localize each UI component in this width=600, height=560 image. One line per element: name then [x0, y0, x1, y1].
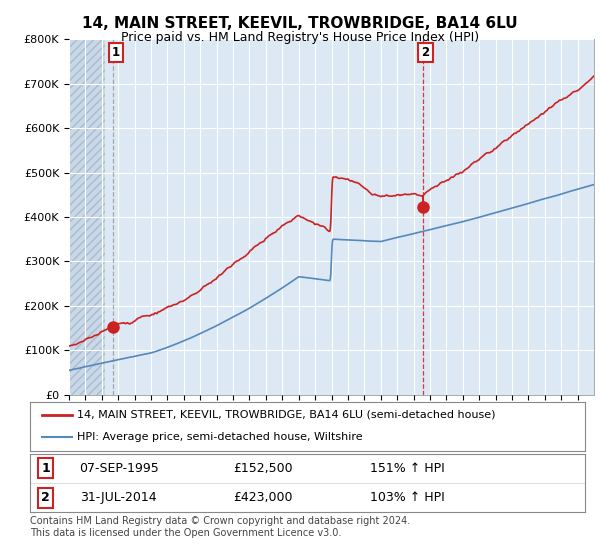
Text: Contains HM Land Registry data © Crown copyright and database right 2024.
This d: Contains HM Land Registry data © Crown c…	[30, 516, 410, 538]
Text: 2: 2	[421, 46, 430, 59]
Text: £423,000: £423,000	[233, 491, 293, 504]
Text: 103% ↑ HPI: 103% ↑ HPI	[370, 491, 445, 504]
Text: 1: 1	[41, 462, 50, 475]
Text: Price paid vs. HM Land Registry's House Price Index (HPI): Price paid vs. HM Land Registry's House …	[121, 31, 479, 44]
Text: 31-JUL-2014: 31-JUL-2014	[80, 491, 157, 504]
Text: 07-SEP-1995: 07-SEP-1995	[79, 462, 158, 475]
Text: £152,500: £152,500	[233, 462, 293, 475]
Bar	[69, 39, 105, 395]
Text: 14, MAIN STREET, KEEVIL, TROWBRIDGE, BA14 6LU (semi-detached house): 14, MAIN STREET, KEEVIL, TROWBRIDGE, BA1…	[77, 410, 496, 420]
Text: 1: 1	[112, 46, 119, 59]
Text: 2: 2	[41, 491, 50, 504]
Text: HPI: Average price, semi-detached house, Wiltshire: HPI: Average price, semi-detached house,…	[77, 432, 363, 442]
Text: 151% ↑ HPI: 151% ↑ HPI	[370, 462, 445, 475]
Text: 14, MAIN STREET, KEEVIL, TROWBRIDGE, BA14 6LU: 14, MAIN STREET, KEEVIL, TROWBRIDGE, BA1…	[82, 16, 518, 31]
